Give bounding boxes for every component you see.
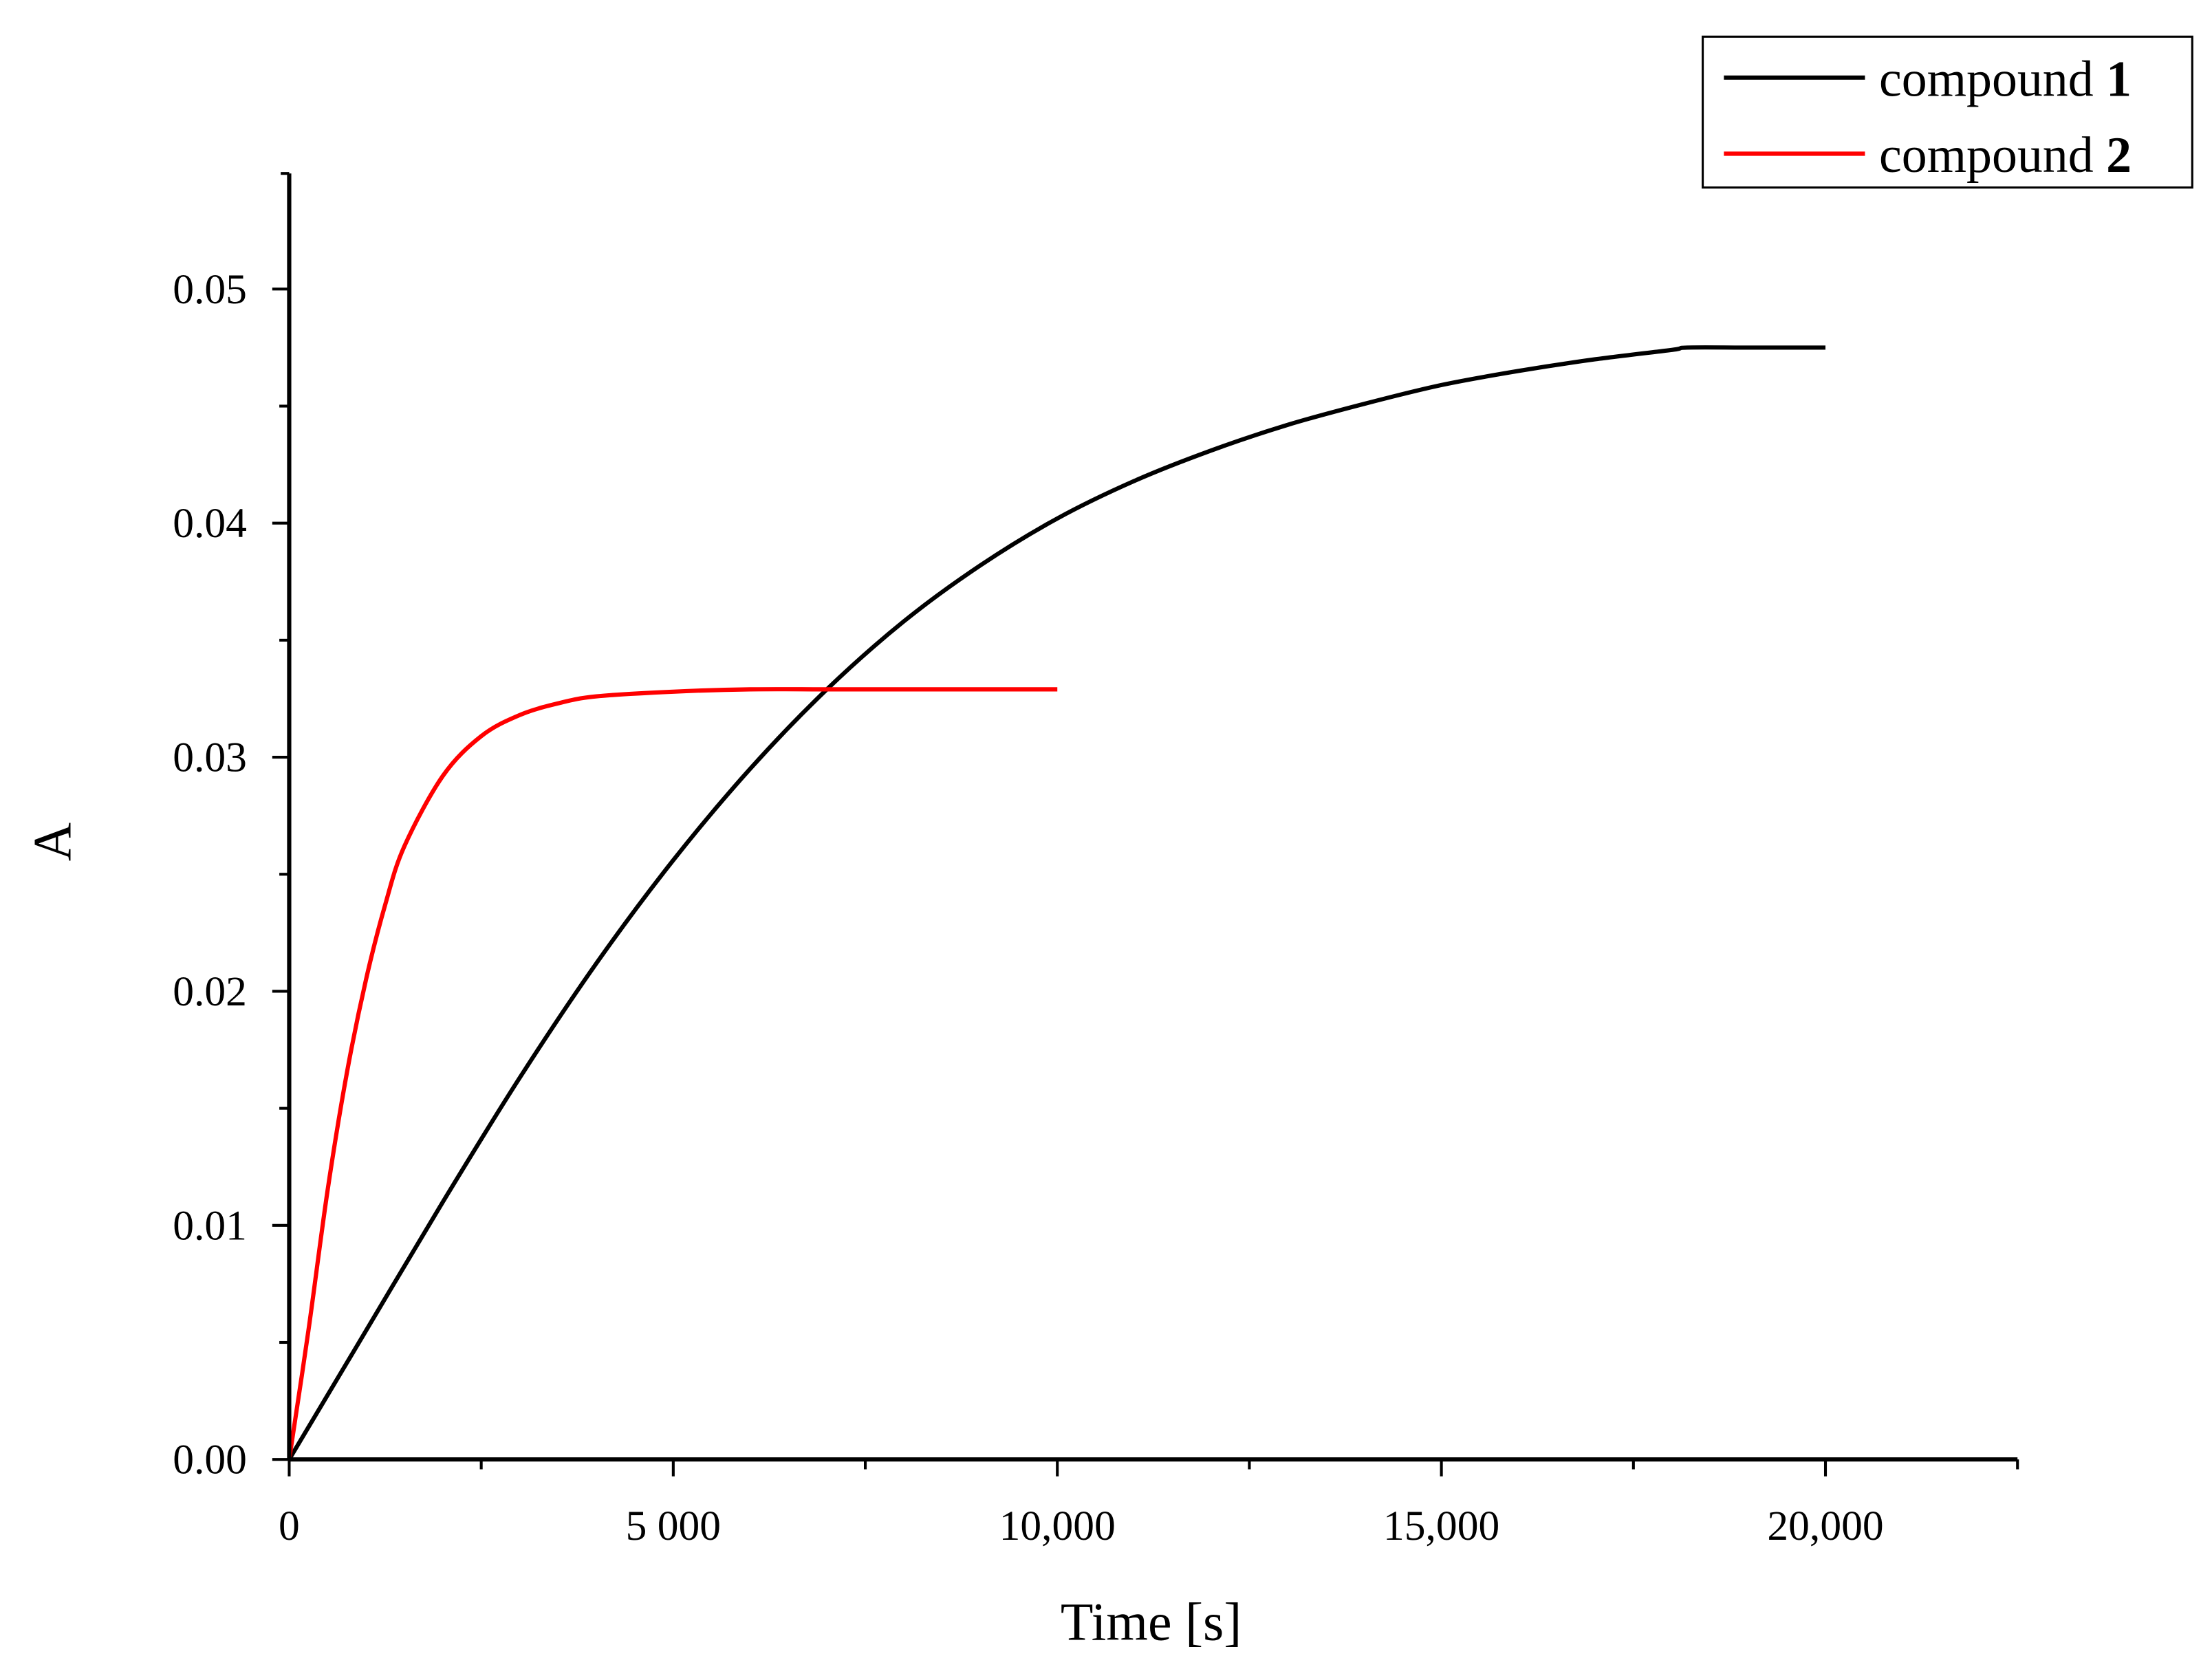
legend: compound 1 compound 2 (1702, 35, 2193, 189)
y-axis-title: A (23, 822, 83, 861)
y-tick-label: 0.00 (173, 1437, 247, 1483)
y-tick-label: 0.02 (173, 968, 247, 1015)
plot-area (287, 345, 1826, 1461)
legend-box (1702, 35, 2193, 189)
series-line-compound-2 (287, 687, 1058, 1460)
x-tick-label: 15,000 (1383, 1503, 1499, 1549)
y-tick-label: 0.04 (173, 500, 247, 547)
y-tick-label: 0.01 (173, 1202, 247, 1249)
x-tick-label: 20,000 (1767, 1503, 1883, 1549)
series-line-compound-1 (287, 345, 1826, 1461)
legend-label-1: compound 1 (1879, 50, 2132, 107)
y-tick-label: 0.03 (173, 734, 247, 781)
x-axis-title: Time [s] (1061, 1593, 1241, 1652)
x-tick-label: 0 (279, 1503, 300, 1549)
x-tick-label: 10,000 (999, 1503, 1116, 1549)
axes: 0 5 000 10,000 15,000 20,000 0.00 0.01 0.02 0.03… (173, 172, 2019, 1549)
y-tick-label: 0.05 (173, 266, 247, 313)
x-tick-label: 5 000 (626, 1503, 721, 1549)
legend-label-2: compound 2 (1879, 127, 2132, 183)
